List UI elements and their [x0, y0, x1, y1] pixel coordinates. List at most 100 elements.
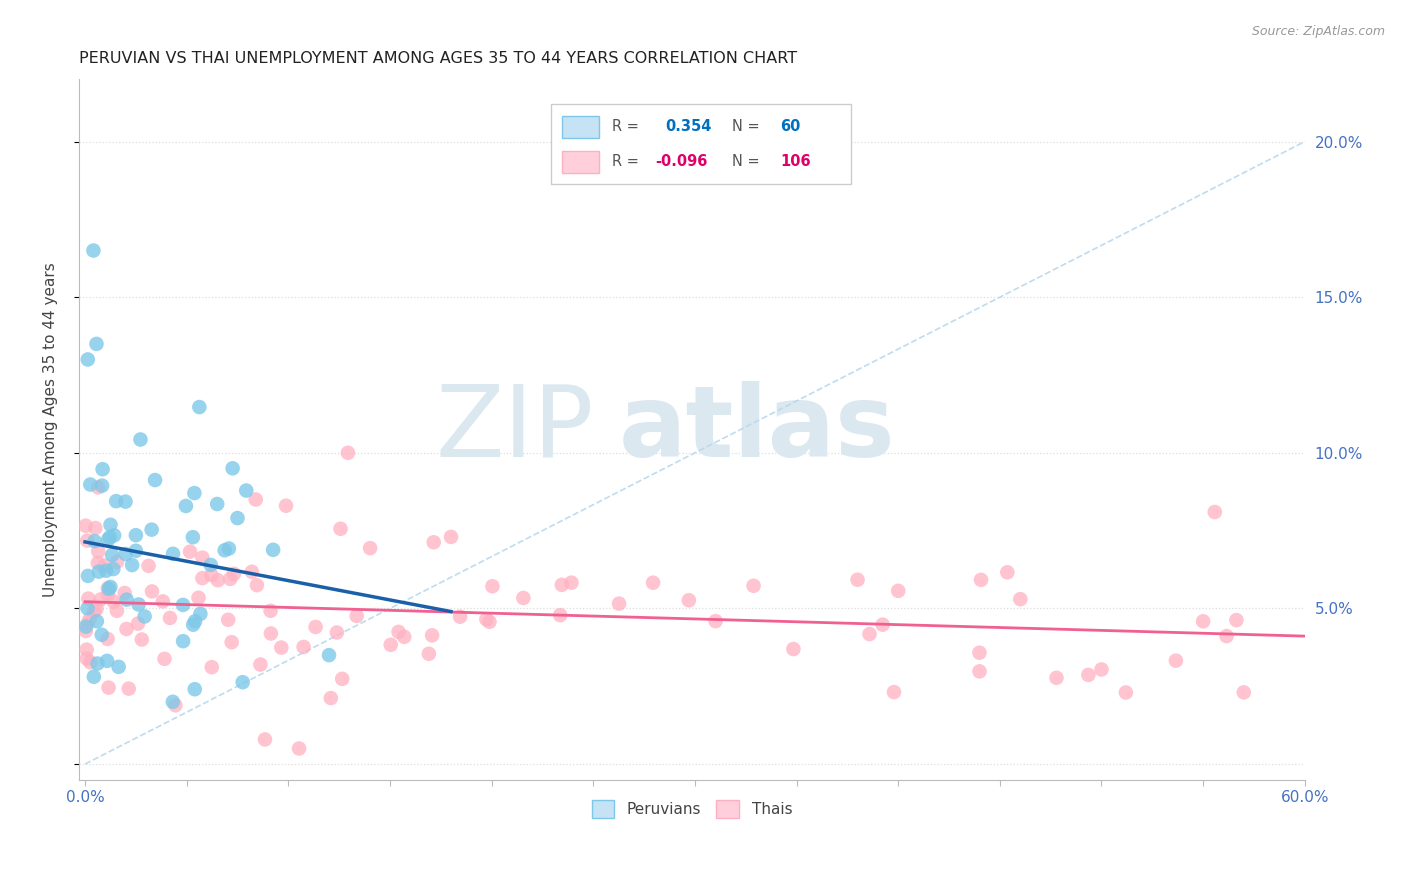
- Point: [83, 670, 105, 684]
- Point: [191, 571, 214, 585]
- Point: [143, 473, 166, 487]
- Point: [76, 533, 98, 548]
- Point: [90, 628, 112, 642]
- Legend: Peruvians, Thais: Peruvians, Thais: [585, 794, 799, 824]
- Point: [304, 620, 326, 634]
- Point: [79, 477, 101, 491]
- Point: [551, 578, 574, 592]
- Point: [107, 660, 129, 674]
- Point: [153, 652, 176, 666]
- Text: 60: 60: [780, 120, 800, 135]
- Point: [217, 613, 239, 627]
- Point: [440, 530, 463, 544]
- Point: [115, 622, 138, 636]
- Point: [184, 614, 207, 628]
- Point: [200, 558, 222, 572]
- Point: [181, 617, 204, 632]
- Point: [76, 601, 98, 615]
- Point: [221, 461, 243, 475]
- Point: [200, 568, 222, 582]
- Point: [127, 616, 149, 631]
- Point: [207, 573, 229, 587]
- FancyBboxPatch shape: [562, 151, 599, 173]
- Point: [246, 578, 269, 592]
- Point: [162, 547, 184, 561]
- Point: [76, 651, 98, 665]
- Point: [704, 614, 727, 628]
- Text: ZIP: ZIP: [436, 381, 593, 478]
- Point: [96, 564, 118, 578]
- Text: 0.354: 0.354: [665, 120, 711, 135]
- Point: [245, 492, 267, 507]
- Point: [512, 591, 534, 605]
- FancyBboxPatch shape: [562, 116, 599, 138]
- Point: [91, 478, 114, 492]
- Point: [420, 628, 443, 642]
- Point: [152, 594, 174, 608]
- Point: [114, 586, 136, 600]
- Point: [1204, 505, 1226, 519]
- Point: [1192, 615, 1215, 629]
- Point: [336, 446, 359, 460]
- Point: [100, 517, 122, 532]
- Point: [249, 657, 271, 672]
- Point: [172, 598, 194, 612]
- Point: [141, 523, 163, 537]
- Point: [128, 598, 150, 612]
- Point: [103, 594, 125, 608]
- Point: [1215, 629, 1237, 643]
- Text: atlas: atlas: [619, 381, 896, 478]
- Point: [114, 547, 136, 561]
- Point: [96, 654, 118, 668]
- Point: [846, 573, 869, 587]
- Point: [330, 672, 353, 686]
- Point: [87, 565, 110, 579]
- Point: [75, 518, 97, 533]
- Point: [253, 732, 276, 747]
- Point: [1225, 613, 1247, 627]
- Y-axis label: Unemployment Among Ages 35 to 44 years: Unemployment Among Ages 35 to 44 years: [44, 262, 58, 597]
- Point: [560, 575, 582, 590]
- Point: [1164, 654, 1187, 668]
- Point: [75, 624, 97, 638]
- Point: [969, 665, 991, 679]
- Point: [105, 555, 128, 569]
- Point: [259, 604, 281, 618]
- Point: [1090, 663, 1112, 677]
- Text: Source: ZipAtlas.com: Source: ZipAtlas.com: [1251, 25, 1385, 38]
- Point: [1115, 685, 1137, 699]
- Point: [105, 604, 128, 618]
- Point: [318, 648, 340, 662]
- Point: [288, 741, 311, 756]
- Point: [97, 533, 120, 547]
- Point: [100, 580, 122, 594]
- Point: [221, 635, 243, 649]
- Point: [235, 483, 257, 498]
- Point: [125, 528, 148, 542]
- Point: [98, 530, 121, 544]
- Point: [969, 646, 991, 660]
- Point: [131, 632, 153, 647]
- Point: [858, 627, 880, 641]
- Point: [607, 597, 630, 611]
- Point: [121, 558, 143, 572]
- Point: [118, 681, 141, 696]
- Text: R =: R =: [612, 154, 640, 169]
- Point: [270, 640, 292, 655]
- Point: [240, 565, 263, 579]
- Point: [218, 541, 240, 556]
- Point: [1010, 592, 1032, 607]
- Point: [478, 615, 501, 629]
- Point: [183, 486, 205, 500]
- Point: [114, 494, 136, 508]
- Point: [475, 612, 498, 626]
- Point: [201, 660, 224, 674]
- Point: [87, 556, 110, 570]
- Point: [548, 608, 571, 623]
- Point: [87, 480, 110, 494]
- Point: [138, 558, 160, 573]
- Point: [93, 558, 115, 573]
- Text: 106: 106: [780, 154, 811, 169]
- Point: [79, 656, 101, 670]
- Point: [742, 579, 765, 593]
